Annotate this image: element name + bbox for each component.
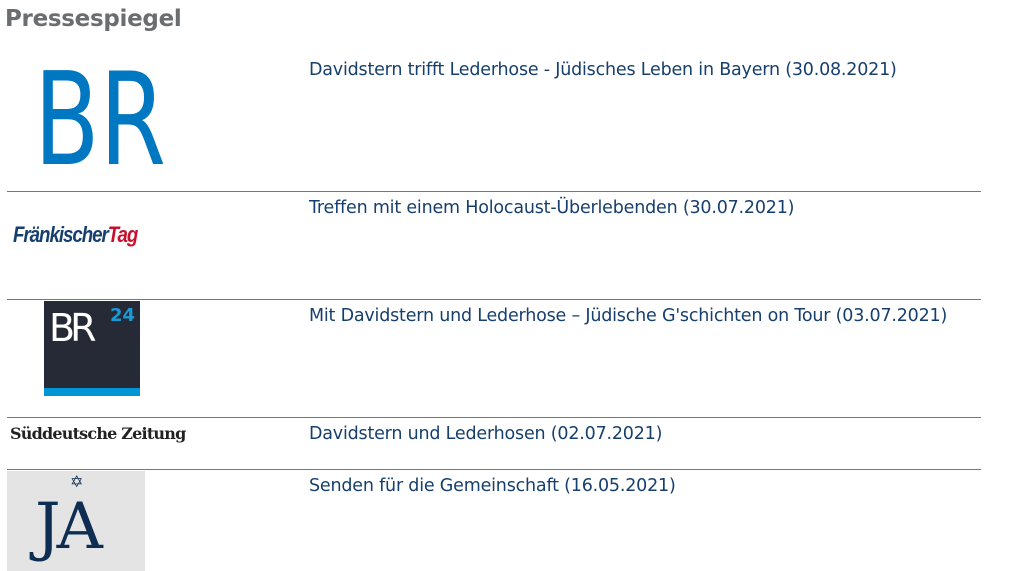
logo-text: Fränkischer [13, 222, 109, 247]
divider [7, 299, 981, 300]
logo-text: JA [35, 490, 103, 564]
juedische-allgemeine-logo[interactable]: ✡ JA [7, 471, 145, 571]
press-link-fraenkischer-tag[interactable]: Treffen mit einem Holocaust-Überlebenden… [309, 198, 795, 218]
logo-text: Tag [107, 222, 139, 247]
press-link-br24[interactable]: Mit Davidstern und Lederhose – Jüdische … [309, 306, 948, 326]
press-link-juedische-allgemeine[interactable]: Senden für die Gemeinschaft (16.05.2021) [309, 476, 676, 496]
br-logo[interactable]: BR [34, 46, 166, 195]
fraenkischer-tag-logo[interactable]: FränkischerTag [13, 222, 139, 248]
divider [7, 417, 981, 418]
press-link-sueddeutsche[interactable]: Davidstern und Lederhosen (02.07.2021) [309, 424, 663, 444]
br-logo-text: BR [36, 62, 166, 166]
sueddeutsche-zeitung-logo[interactable]: Süddeutsche Zeitung [10, 424, 186, 443]
page-title: Pressespiegel [5, 6, 182, 32]
br24-logo[interactable]: BR 24 [44, 301, 140, 396]
logo-text: BR [49, 306, 97, 350]
star-of-david-icon: ✡ [70, 472, 84, 491]
logo-sup: 24 [110, 305, 136, 326]
logo-text: Süddeutsche Zeitung [10, 424, 186, 443]
divider [7, 191, 981, 192]
press-link-br[interactable]: Davidstern trifft Lederhose - Jüdisches … [309, 60, 897, 80]
divider [7, 469, 981, 470]
